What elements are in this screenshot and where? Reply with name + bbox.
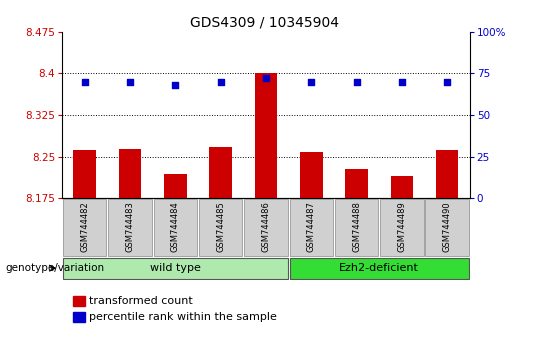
FancyBboxPatch shape (244, 199, 288, 256)
FancyBboxPatch shape (335, 199, 379, 256)
FancyBboxPatch shape (153, 199, 197, 256)
Bar (73, 296, 85, 306)
Point (443, 79, 451, 85)
Text: GDS4309 / 10345904: GDS4309 / 10345904 (190, 16, 339, 30)
Text: GSM744489: GSM744489 (397, 201, 406, 252)
Text: Ezh2-deficient: Ezh2-deficient (339, 263, 419, 273)
Text: GSM744488: GSM744488 (352, 201, 361, 252)
FancyBboxPatch shape (63, 258, 288, 279)
Bar (436, 150, 458, 198)
Text: GSM744485: GSM744485 (216, 201, 225, 252)
Point (80, 79, 89, 85)
Text: wild type: wild type (150, 263, 201, 273)
FancyBboxPatch shape (289, 258, 469, 279)
Text: GSM744483: GSM744483 (126, 201, 134, 252)
Text: GSM744482: GSM744482 (80, 201, 89, 252)
Text: GSM744484: GSM744484 (171, 201, 180, 252)
FancyBboxPatch shape (380, 199, 423, 256)
Bar (255, 73, 277, 198)
Text: GSM744490: GSM744490 (443, 201, 451, 252)
FancyBboxPatch shape (63, 199, 106, 256)
FancyBboxPatch shape (199, 199, 242, 256)
Point (261, 76, 270, 81)
Point (217, 79, 225, 85)
Bar (300, 152, 322, 198)
Point (397, 79, 406, 85)
Point (307, 79, 315, 85)
Point (171, 82, 180, 88)
Bar (390, 176, 413, 198)
FancyBboxPatch shape (426, 199, 469, 256)
Bar (73, 312, 85, 322)
Text: genotype/variation: genotype/variation (5, 263, 105, 273)
Bar (73, 150, 96, 198)
Bar (164, 175, 187, 198)
Bar (210, 147, 232, 198)
Text: transformed count: transformed count (89, 296, 193, 306)
FancyBboxPatch shape (289, 199, 333, 256)
Bar (119, 149, 141, 198)
Text: GSM744487: GSM744487 (307, 201, 316, 252)
Text: percentile rank within the sample: percentile rank within the sample (89, 312, 277, 322)
Point (126, 79, 134, 85)
Bar (345, 169, 368, 198)
Point (352, 79, 361, 85)
Text: GSM744486: GSM744486 (261, 201, 271, 252)
FancyBboxPatch shape (109, 199, 152, 256)
